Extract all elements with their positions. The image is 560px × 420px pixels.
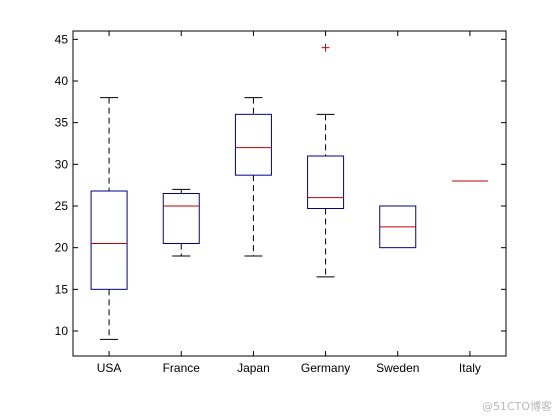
box-germany xyxy=(307,155,345,209)
y-tick-label: 35 xyxy=(55,116,69,130)
y-tick-label: 40 xyxy=(55,74,69,88)
y-tick-label: 15 xyxy=(55,282,69,296)
x-tick-label: USA xyxy=(97,361,122,375)
x-tick-label: Italy xyxy=(459,361,481,375)
x-tick-label: Sweden xyxy=(376,361,419,375)
y-tick-label: 25 xyxy=(55,199,69,213)
x-tick-label: France xyxy=(163,361,201,375)
x-tick-label: Germany xyxy=(301,361,350,375)
y-tick-label: 20 xyxy=(55,241,69,255)
watermark: @51CTO博客 xyxy=(481,400,552,413)
axes-frame xyxy=(72,30,507,357)
y-tick-label: 30 xyxy=(55,157,69,171)
box-usa xyxy=(90,190,128,290)
y-tick-label: 10 xyxy=(55,324,69,338)
box-france xyxy=(162,193,200,244)
plot-area: 10 15 20 25 30 35 40 45 USA France Japan Germany Swe… xyxy=(55,30,507,375)
box-japan xyxy=(234,113,272,176)
x-tick-label: Japan xyxy=(237,361,270,375)
y-tick-label: 45 xyxy=(55,32,69,46)
